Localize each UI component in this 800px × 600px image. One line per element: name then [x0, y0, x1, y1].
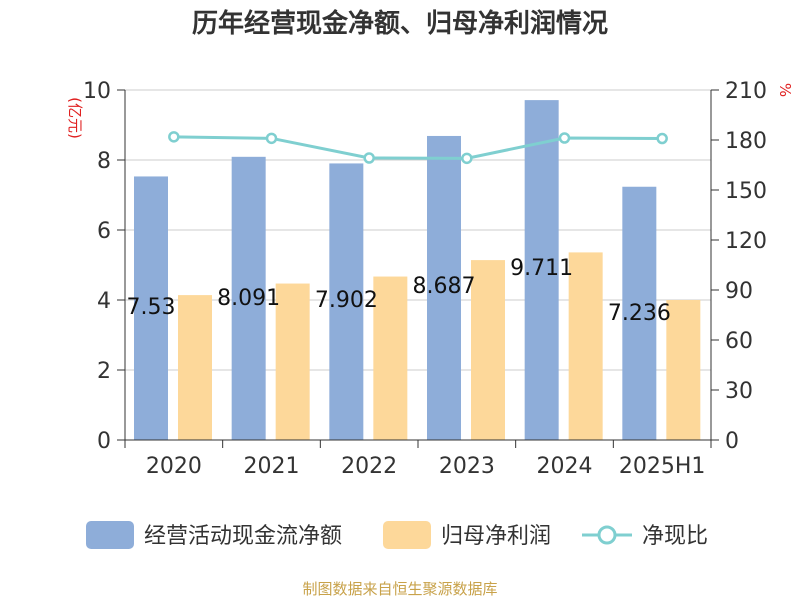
left-axis-label: (亿元)	[66, 97, 84, 139]
x-tick-label: 2022	[341, 454, 397, 479]
left-tick-label: 8	[97, 149, 111, 174]
ratio-point	[265, 132, 278, 145]
x-tick-label: 2021	[244, 454, 300, 479]
data-label: 8.687	[413, 274, 476, 299]
right-tick-label: 60	[725, 329, 753, 354]
bar-profit	[178, 295, 212, 440]
bar-cashflow	[231, 156, 266, 440]
legend-swatch-cashflow	[86, 521, 134, 549]
legend-label-cashflow: 经营活动现金流净额	[144, 524, 342, 549]
x-tick-label: 2020	[146, 454, 202, 479]
left-tick-label: 0	[97, 429, 111, 454]
left-tick-label: 10	[83, 79, 111, 104]
data-label: 8.091	[217, 286, 280, 311]
x-tick-label: 2025H1	[619, 454, 706, 479]
bar-cashflow	[134, 176, 168, 440]
data-label: 7.53	[127, 295, 176, 320]
data-label: 7.902	[315, 288, 378, 313]
bar-profit	[666, 300, 701, 440]
right-tick-label: 0	[725, 429, 739, 454]
right-tick-label: 90	[725, 279, 753, 304]
ratio-point	[168, 131, 180, 143]
legend-swatch-profit	[383, 521, 431, 549]
left-tick-label: 2	[97, 359, 111, 384]
grid	[125, 89, 711, 371]
ratio-point	[363, 152, 375, 164]
ratio-point	[558, 132, 571, 144]
bar-cashflow	[329, 163, 364, 440]
bar-profit	[568, 252, 603, 440]
right-axis-label: %	[776, 83, 794, 97]
bar-profit	[471, 260, 505, 440]
left-tick-label: 4	[97, 289, 111, 314]
bar-profit	[275, 283, 310, 440]
right-tick-label: 150	[725, 179, 767, 204]
ratio-polyline	[173, 135, 663, 160]
data-labels: 7.53 8.091 7.902 8.687 9.711 7.236	[127, 256, 671, 326]
right-tick-label: 120	[725, 229, 767, 254]
bar-cashflow	[524, 100, 559, 441]
bar-cashflow	[427, 135, 461, 440]
data-label: 7.236	[608, 301, 671, 326]
legend-label-profit: 归母净利润	[441, 524, 551, 549]
axes: 0 2 4 6 8 10 0 30 60 90 120 150 180 210 2020 2021 2022 20…	[83, 79, 767, 479]
x-tick-label: 2024	[537, 454, 593, 479]
bar-profit	[373, 276, 408, 440]
legend-label-ratio: 净现比	[642, 524, 708, 549]
ratio-point	[656, 132, 668, 145]
ratio-point	[461, 152, 473, 165]
source-note: 制图数据来自恒生聚源数据库	[302, 580, 497, 598]
left-tick-label: 6	[97, 219, 111, 244]
bar-cashflow	[622, 186, 657, 440]
x-tick-label: 2023	[439, 454, 495, 479]
right-tick-label: 30	[725, 379, 753, 404]
right-tick-label: 210	[725, 79, 767, 104]
legend-marker-ratio	[597, 525, 617, 545]
right-tick-label: 180	[725, 129, 767, 154]
legend: 经营活动现金流净额 归母净利润 净现比	[86, 521, 708, 549]
ratio-line	[168, 131, 668, 165]
bars	[134, 100, 701, 441]
data-label: 9.711	[510, 256, 573, 281]
chart-title: 历年经营现金净额、归母净利润情况	[192, 8, 608, 39]
